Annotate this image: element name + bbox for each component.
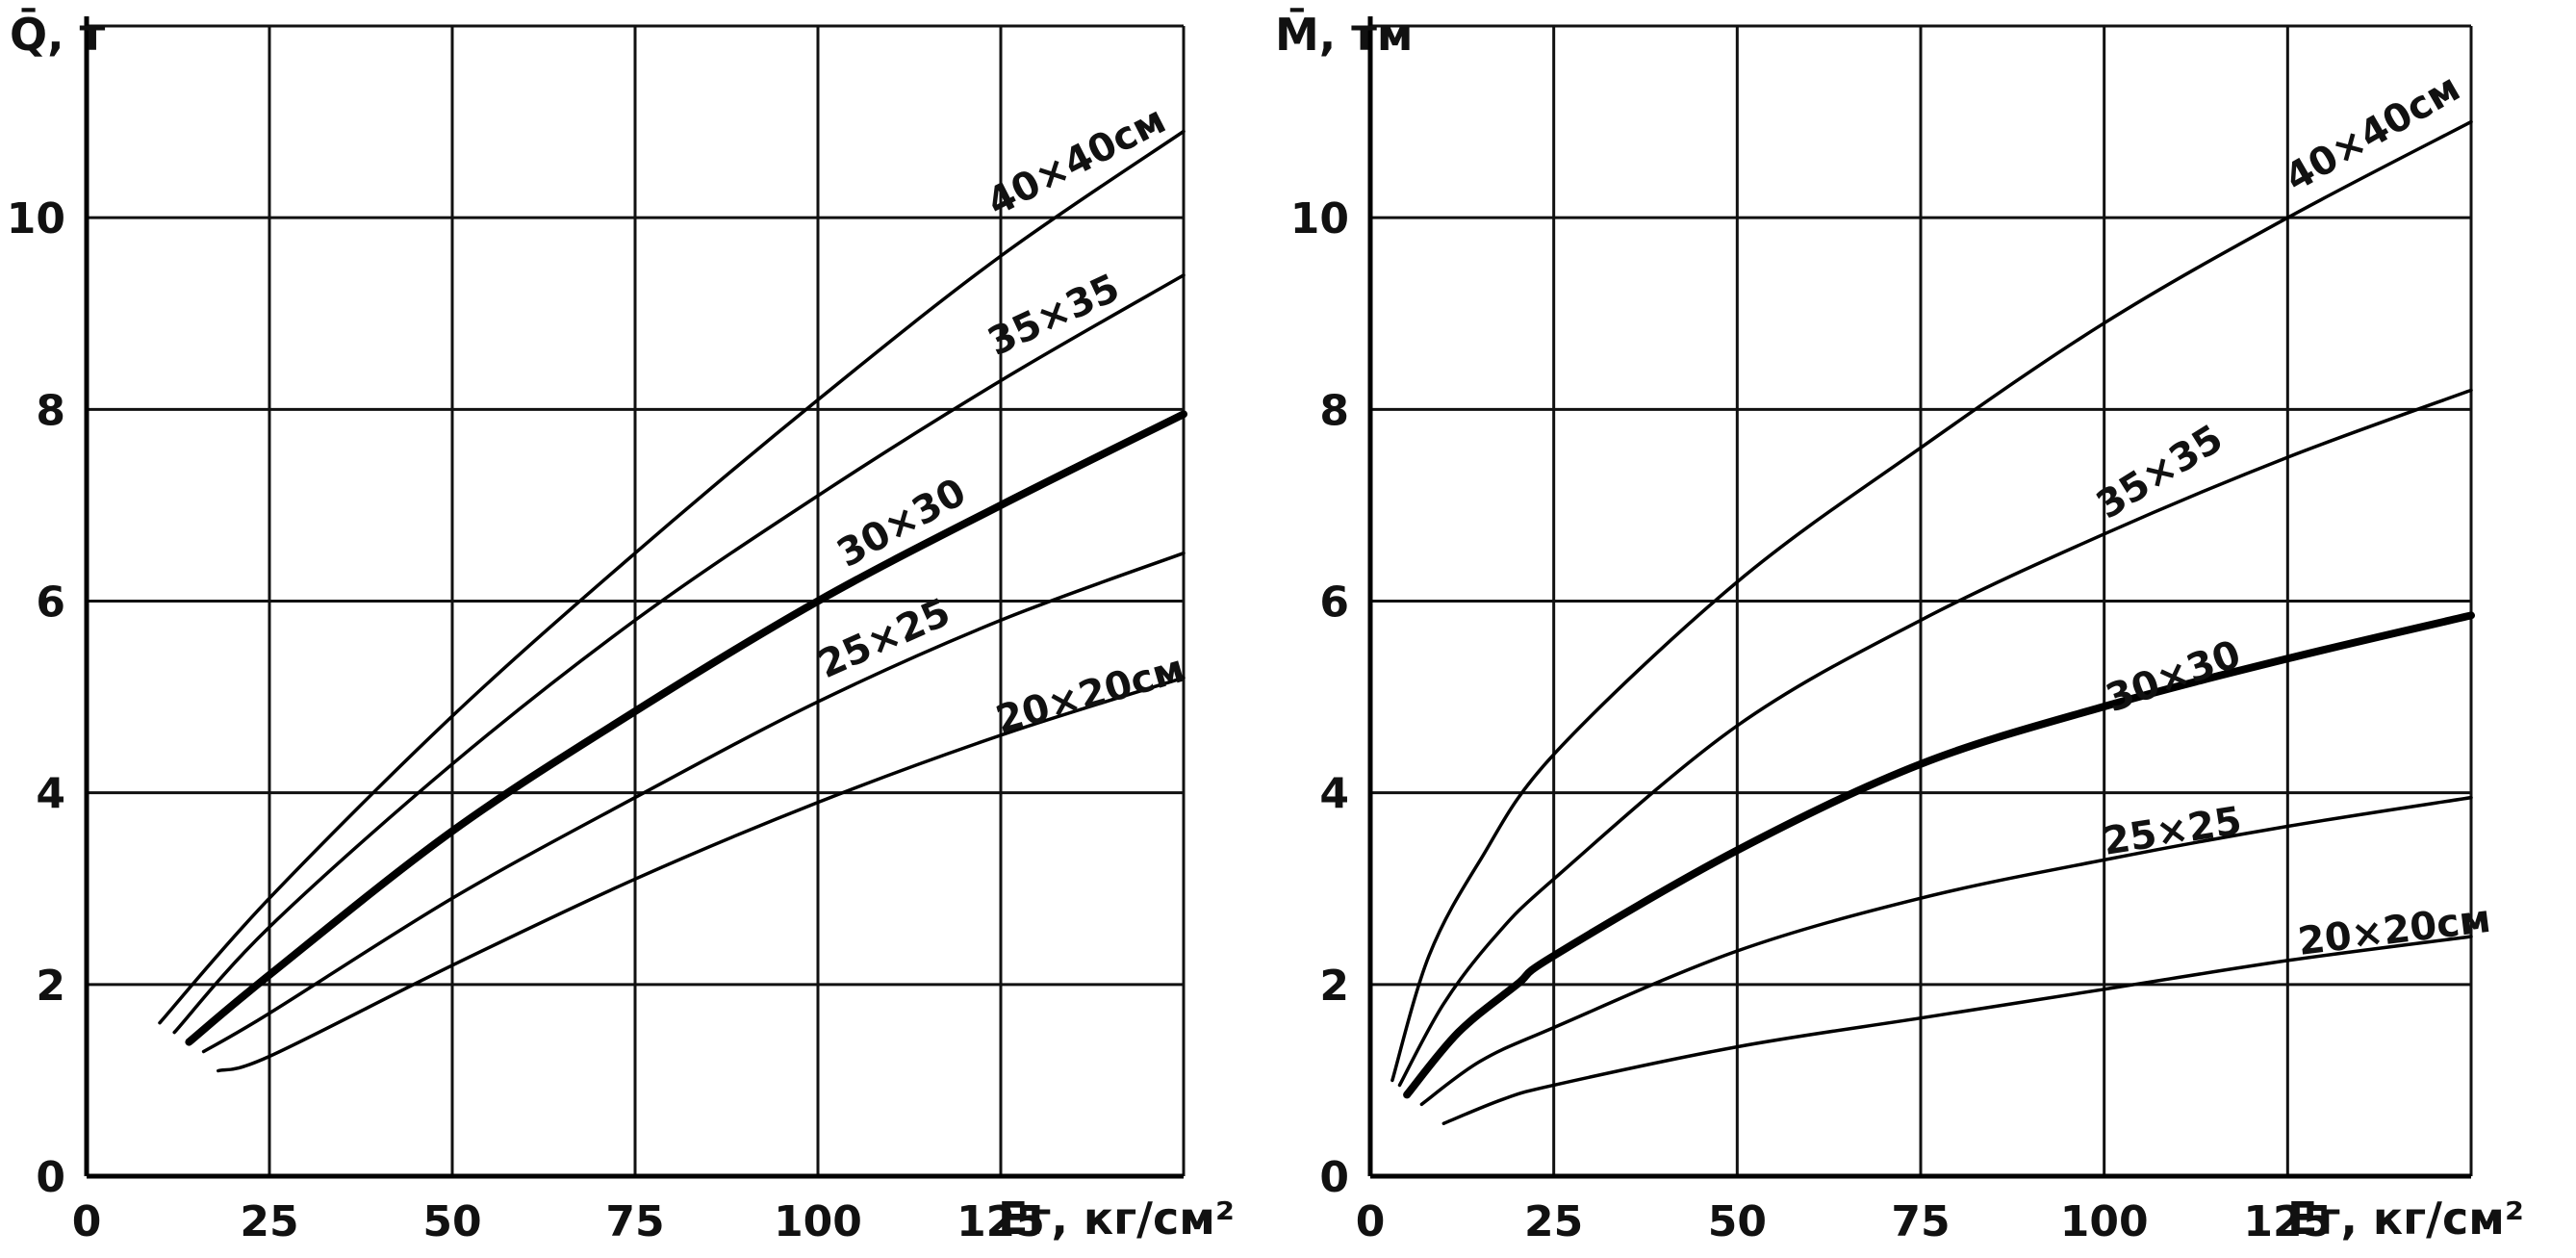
y-tick-label: 8 [36,386,65,435]
chart-panel-1: 0 25 50 75 100 125 0 2 4 6 8 10 Q̄, т Eг, кг/см² 40×40… [7,8,1235,1246]
series-line [1441,935,2473,1125]
series-label: 40×40см [2278,65,2467,200]
y-tick-label: 2 [36,962,65,1011]
x-tick-label: 125 [2243,1197,2332,1246]
series-label: 20×20см [2296,897,2493,964]
y-tick-label: 2 [1319,962,1349,1011]
series-line [185,410,1187,1046]
x-tick-label: 25 [240,1197,298,1246]
chart-panel-2: 0 25 50 75 100 125 0 2 4 6 8 10 M̄, тм Eг, кг/см² 40×4… [1275,8,2524,1246]
x-axis-label: Eг, кг/см² [2287,1193,2524,1245]
x-tick-label: 125 [956,1197,1045,1246]
series-label: 30×30 [2101,632,2247,722]
x-tick-label: 25 [1524,1197,1583,1246]
y-axis-label: M̄, тм [1275,8,1414,61]
series-label: 20×20см [991,647,1189,743]
series-line [1419,795,2473,1107]
x-tick-label: 50 [1708,1197,1767,1246]
y-tick-label: 4 [36,770,65,819]
y-tick-label: 10 [7,194,65,244]
series-line [201,551,1186,1054]
y-tick-label: 0 [1319,1153,1349,1202]
y-tick-label: 6 [36,578,65,628]
series-label: 40×40см [981,98,1173,225]
series-line [158,129,1186,1025]
x-axis-label: Eг, кг/см² [998,1193,1235,1245]
x-tick-label: 0 [72,1197,102,1246]
y-tick-label: 0 [36,1153,65,1202]
y-tick-label: 10 [1290,194,1349,244]
y-tick-label: 8 [1319,386,1349,435]
series-line [172,273,1186,1035]
x-tick-label: 0 [1356,1197,1386,1246]
y-tick-label: 4 [1319,770,1349,819]
series-line [1390,119,2473,1083]
series-line [1397,388,2473,1088]
x-tick-label: 50 [422,1197,481,1246]
series-label: 25×25 [811,590,956,687]
y-axis-label: Q̄, т [10,8,106,61]
series-line [217,676,1186,1073]
x-tick-label: 100 [774,1197,862,1246]
x-tick-label: 75 [1891,1197,1950,1246]
x-tick-label: 100 [2060,1197,2149,1246]
series-line [1403,611,2475,1099]
x-tick-label: 75 [605,1197,664,1246]
y-tick-label: 6 [1319,578,1349,628]
series-label: 25×25 [2100,799,2244,864]
